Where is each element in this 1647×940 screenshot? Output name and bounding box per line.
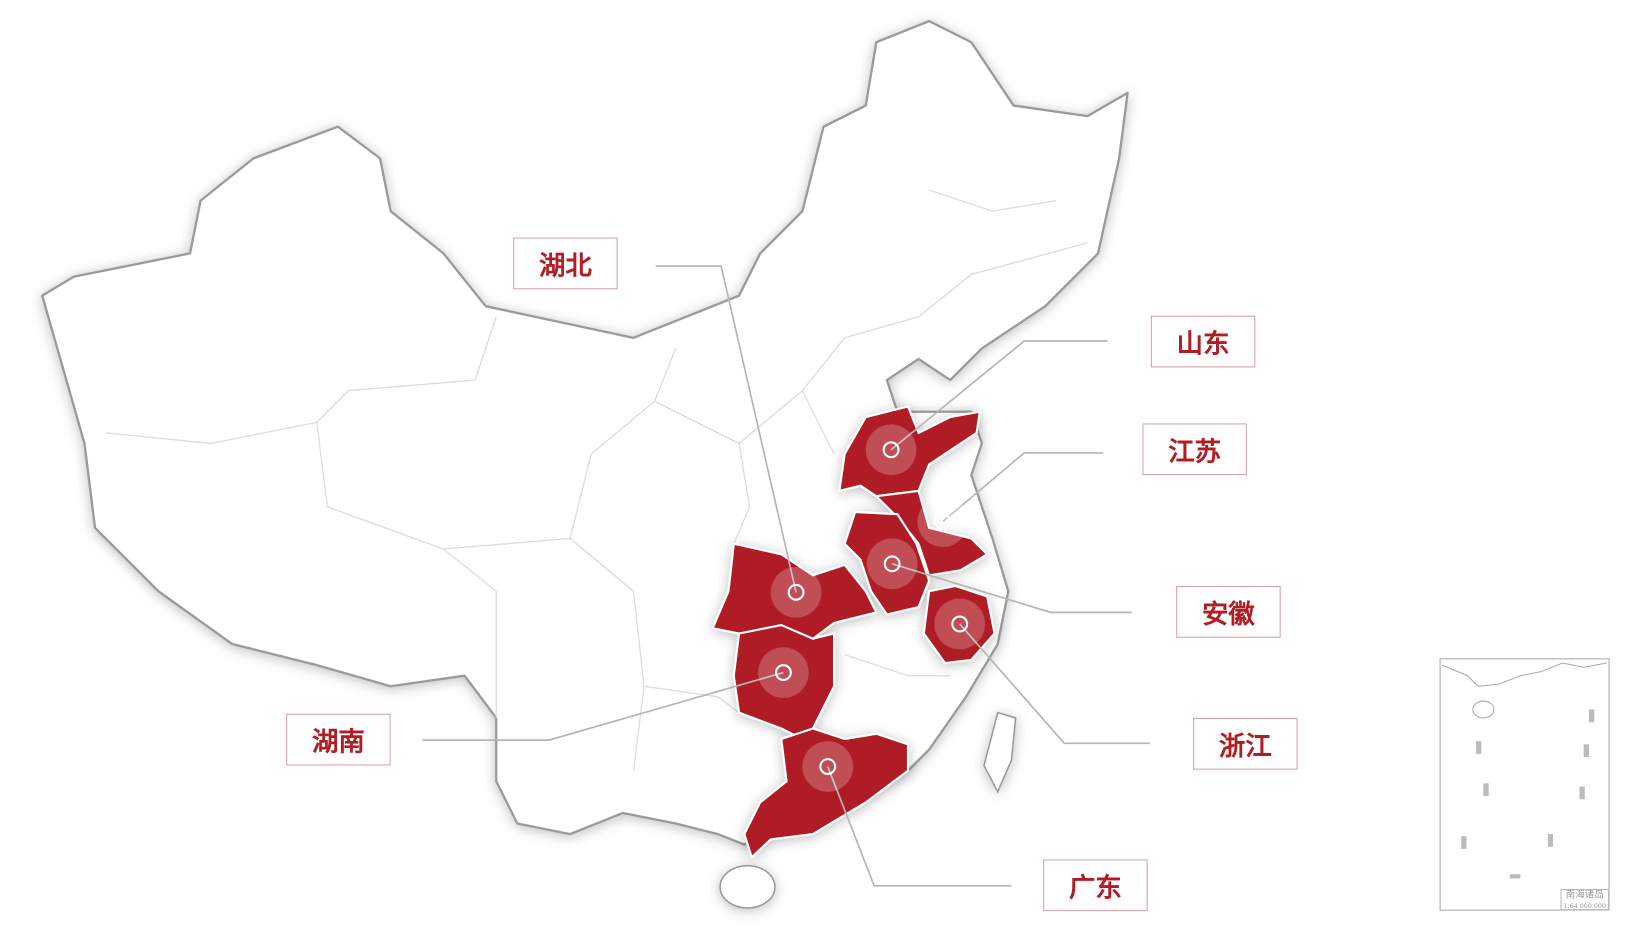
inset-scale: 1:64 000 000 bbox=[1563, 902, 1606, 911]
marker-hunan bbox=[758, 647, 809, 698]
label-zhejiang: 浙江 bbox=[1193, 717, 1298, 770]
province-hubei bbox=[711, 542, 878, 640]
label-shandong: 山东 bbox=[1150, 315, 1256, 368]
marker-zhejiang bbox=[934, 598, 986, 650]
label-guangdong: 广东 bbox=[1043, 859, 1148, 912]
marker-guangdong bbox=[802, 741, 854, 792]
label-hubei: 湖北 bbox=[513, 237, 618, 290]
marker-hubei bbox=[770, 566, 822, 618]
province-borders bbox=[105, 189, 1088, 771]
label-hunan: 湖南 bbox=[286, 713, 391, 766]
leader-lines bbox=[422, 265, 1150, 887]
marker-anhui bbox=[866, 538, 918, 590]
label-jiangsu: 江苏 bbox=[1142, 423, 1247, 476]
markers bbox=[758, 424, 986, 792]
marker-shandong bbox=[865, 424, 917, 476]
inset-caption: 南海诸岛 1:64 000 000 bbox=[1560, 888, 1610, 911]
province-shandong bbox=[838, 405, 981, 498]
inset-title: 南海诸岛 bbox=[1565, 890, 1604, 901]
hainan-island bbox=[719, 864, 776, 909]
label-anhui: 安徽 bbox=[1176, 585, 1281, 638]
south-sea-inset bbox=[1439, 658, 1610, 911]
province-anhui bbox=[843, 511, 931, 616]
marker-jiangsu bbox=[917, 496, 969, 547]
china-outline bbox=[41, 19, 1129, 909]
highlighted-provinces bbox=[711, 405, 996, 859]
province-guangdong bbox=[743, 727, 910, 859]
taiwan-island bbox=[983, 711, 1017, 794]
